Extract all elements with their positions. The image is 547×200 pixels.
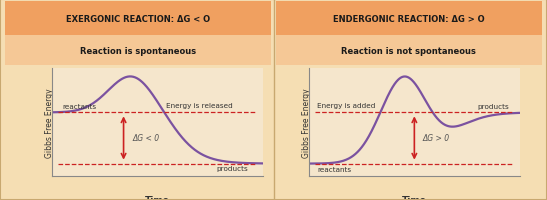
Text: Reaction is not spontaneous: Reaction is not spontaneous [341, 47, 476, 55]
Text: reactants: reactants [62, 104, 97, 110]
Text: products: products [478, 104, 509, 110]
Text: Reaction is spontaneous: Reaction is spontaneous [80, 47, 196, 55]
Text: Energy is added: Energy is added [317, 103, 376, 109]
Y-axis label: Gibbs Free Energy: Gibbs Free Energy [45, 88, 54, 157]
Text: ENDERGONIC REACTION: ΔG > O: ENDERGONIC REACTION: ΔG > O [333, 15, 485, 23]
Text: Energy is released: Energy is released [166, 103, 232, 109]
Y-axis label: Gibbs Free Energy: Gibbs Free Energy [302, 88, 311, 157]
Text: reactants: reactants [317, 166, 352, 172]
Text: ΔG < 0: ΔG < 0 [132, 134, 159, 143]
Text: EXERGONIC REACTION: ΔG < O: EXERGONIC REACTION: ΔG < O [66, 15, 210, 23]
Text: Time: Time [145, 195, 170, 200]
Text: Time: Time [402, 195, 427, 200]
Text: ΔG > 0: ΔG > 0 [423, 134, 450, 143]
Text: products: products [216, 165, 248, 171]
